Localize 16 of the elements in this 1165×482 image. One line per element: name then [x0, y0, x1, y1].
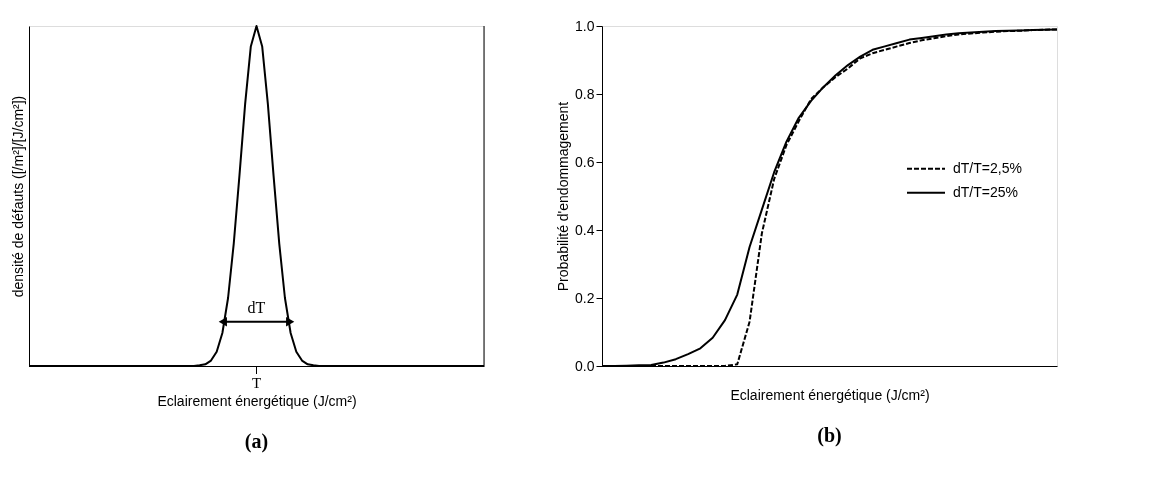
y-tick-label: 0.6 [575, 153, 595, 170]
y-axis-title: densité de défauts ([/m²]/[J/cm²]) [9, 95, 26, 298]
y-tick-label: 0.2 [575, 289, 595, 306]
text: T [251, 375, 262, 391]
y-tick-label: 0.4 [575, 221, 595, 238]
y-axis-title: Probabilité d'endommagement [555, 101, 572, 292]
text: (b) [817, 424, 842, 447]
legend-label: dT/T=2,5% [953, 159, 1022, 176]
y-tick-label: 0.8 [575, 85, 595, 102]
legend-label: dT/T=25% [953, 183, 1018, 200]
y-tick-label: 0.0 [575, 357, 595, 374]
text: (a) [244, 430, 269, 453]
x-axis-title: Eclairement énergétique (J/cm²) [730, 386, 930, 403]
annotation: dT [247, 298, 266, 316]
y-tick-label: 1.0 [575, 17, 595, 34]
x-axis-title: Eclairement énergétique (J/cm²) [157, 392, 357, 409]
